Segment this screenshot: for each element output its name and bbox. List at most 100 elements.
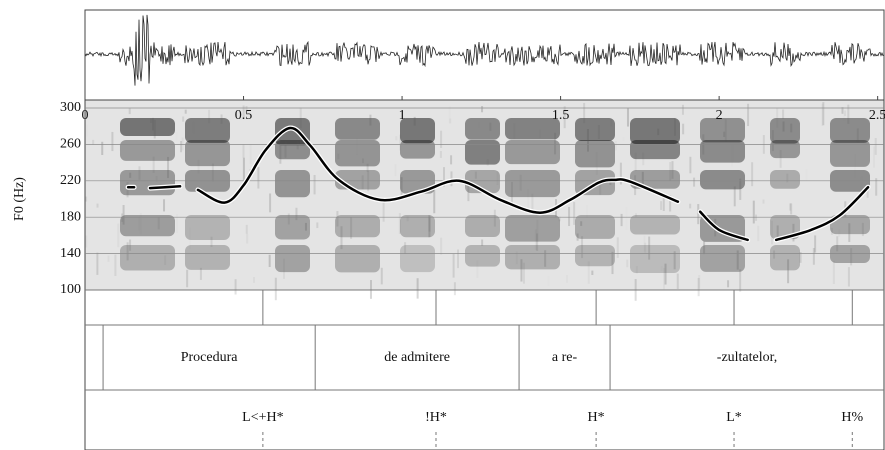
noise [616, 237, 619, 258]
noise [703, 241, 706, 255]
noise [587, 261, 590, 284]
noise [117, 223, 120, 248]
noise [844, 110, 847, 116]
noise [850, 248, 853, 266]
noise [440, 130, 443, 148]
formant [465, 215, 500, 238]
noise [245, 106, 248, 114]
noise [486, 159, 489, 166]
noise [669, 161, 672, 181]
noise [467, 181, 470, 202]
noise [661, 266, 663, 271]
formant [630, 140, 680, 160]
noise [416, 278, 419, 299]
tone-label: !H* [425, 410, 447, 425]
noise [847, 267, 850, 287]
noise [547, 276, 549, 286]
noise [362, 158, 365, 164]
noise [657, 128, 660, 136]
noise [242, 105, 245, 119]
noise [790, 203, 793, 215]
y-tick-label: 180 [60, 209, 81, 224]
noise [153, 119, 156, 139]
noise [663, 267, 666, 290]
noise [874, 138, 877, 155]
tone-label: H* [588, 410, 605, 425]
noise [595, 151, 598, 175]
noise [563, 106, 566, 129]
formant [830, 245, 870, 264]
formant [630, 118, 680, 144]
formant [770, 170, 800, 189]
noise [792, 223, 795, 242]
noise [789, 203, 792, 211]
noise [674, 118, 677, 136]
noise [295, 207, 298, 221]
noise [316, 222, 319, 229]
noise [642, 152, 645, 166]
spectrogram [85, 100, 884, 301]
noise [838, 229, 840, 237]
noise [614, 140, 617, 151]
noise [453, 282, 456, 296]
noise [369, 114, 372, 126]
noise [812, 248, 815, 265]
x-tick-label: 0 [82, 108, 89, 123]
noise [181, 137, 184, 151]
noise [92, 139, 95, 145]
noise [583, 102, 586, 124]
tone-label: L* [726, 410, 742, 425]
noise [786, 173, 789, 183]
noise [340, 226, 343, 250]
noise [242, 144, 245, 158]
noise [442, 167, 445, 187]
noise [611, 251, 614, 275]
noise [770, 220, 773, 245]
noise [727, 280, 730, 288]
f0-contour [698, 210, 749, 242]
formant [700, 245, 745, 272]
noise [776, 108, 779, 128]
noise [164, 255, 167, 265]
noise [279, 145, 282, 164]
noise [689, 156, 692, 174]
noise [836, 236, 839, 252]
noise [157, 217, 160, 230]
noise [558, 216, 561, 222]
tone-label: L<+H* [242, 410, 283, 425]
noise [697, 277, 700, 297]
noise [167, 156, 170, 179]
noise [296, 141, 299, 150]
formant [770, 245, 800, 271]
noise [861, 176, 863, 190]
noise [519, 174, 522, 191]
noise [440, 237, 443, 255]
noise [841, 107, 844, 114]
formant [830, 140, 870, 167]
noise [822, 102, 825, 126]
y-tick-label: 100 [60, 282, 81, 297]
noise [544, 250, 547, 267]
noise [245, 224, 248, 234]
noise [635, 213, 638, 218]
noise [457, 249, 460, 269]
noise [452, 254, 455, 278]
noise [581, 236, 584, 259]
word-label: a re- [552, 350, 578, 365]
noise [400, 177, 403, 183]
formant [275, 245, 310, 273]
noise [439, 150, 442, 158]
noise [782, 121, 785, 132]
noise [138, 218, 140, 231]
noise [155, 176, 158, 182]
noise [367, 171, 370, 192]
noise [337, 153, 340, 160]
noise [197, 159, 200, 174]
noise [152, 117, 155, 131]
noise [515, 251, 518, 265]
noise [433, 190, 436, 214]
noise [140, 213, 142, 234]
noise [481, 106, 484, 113]
noise [126, 181, 129, 198]
noise [586, 129, 589, 152]
